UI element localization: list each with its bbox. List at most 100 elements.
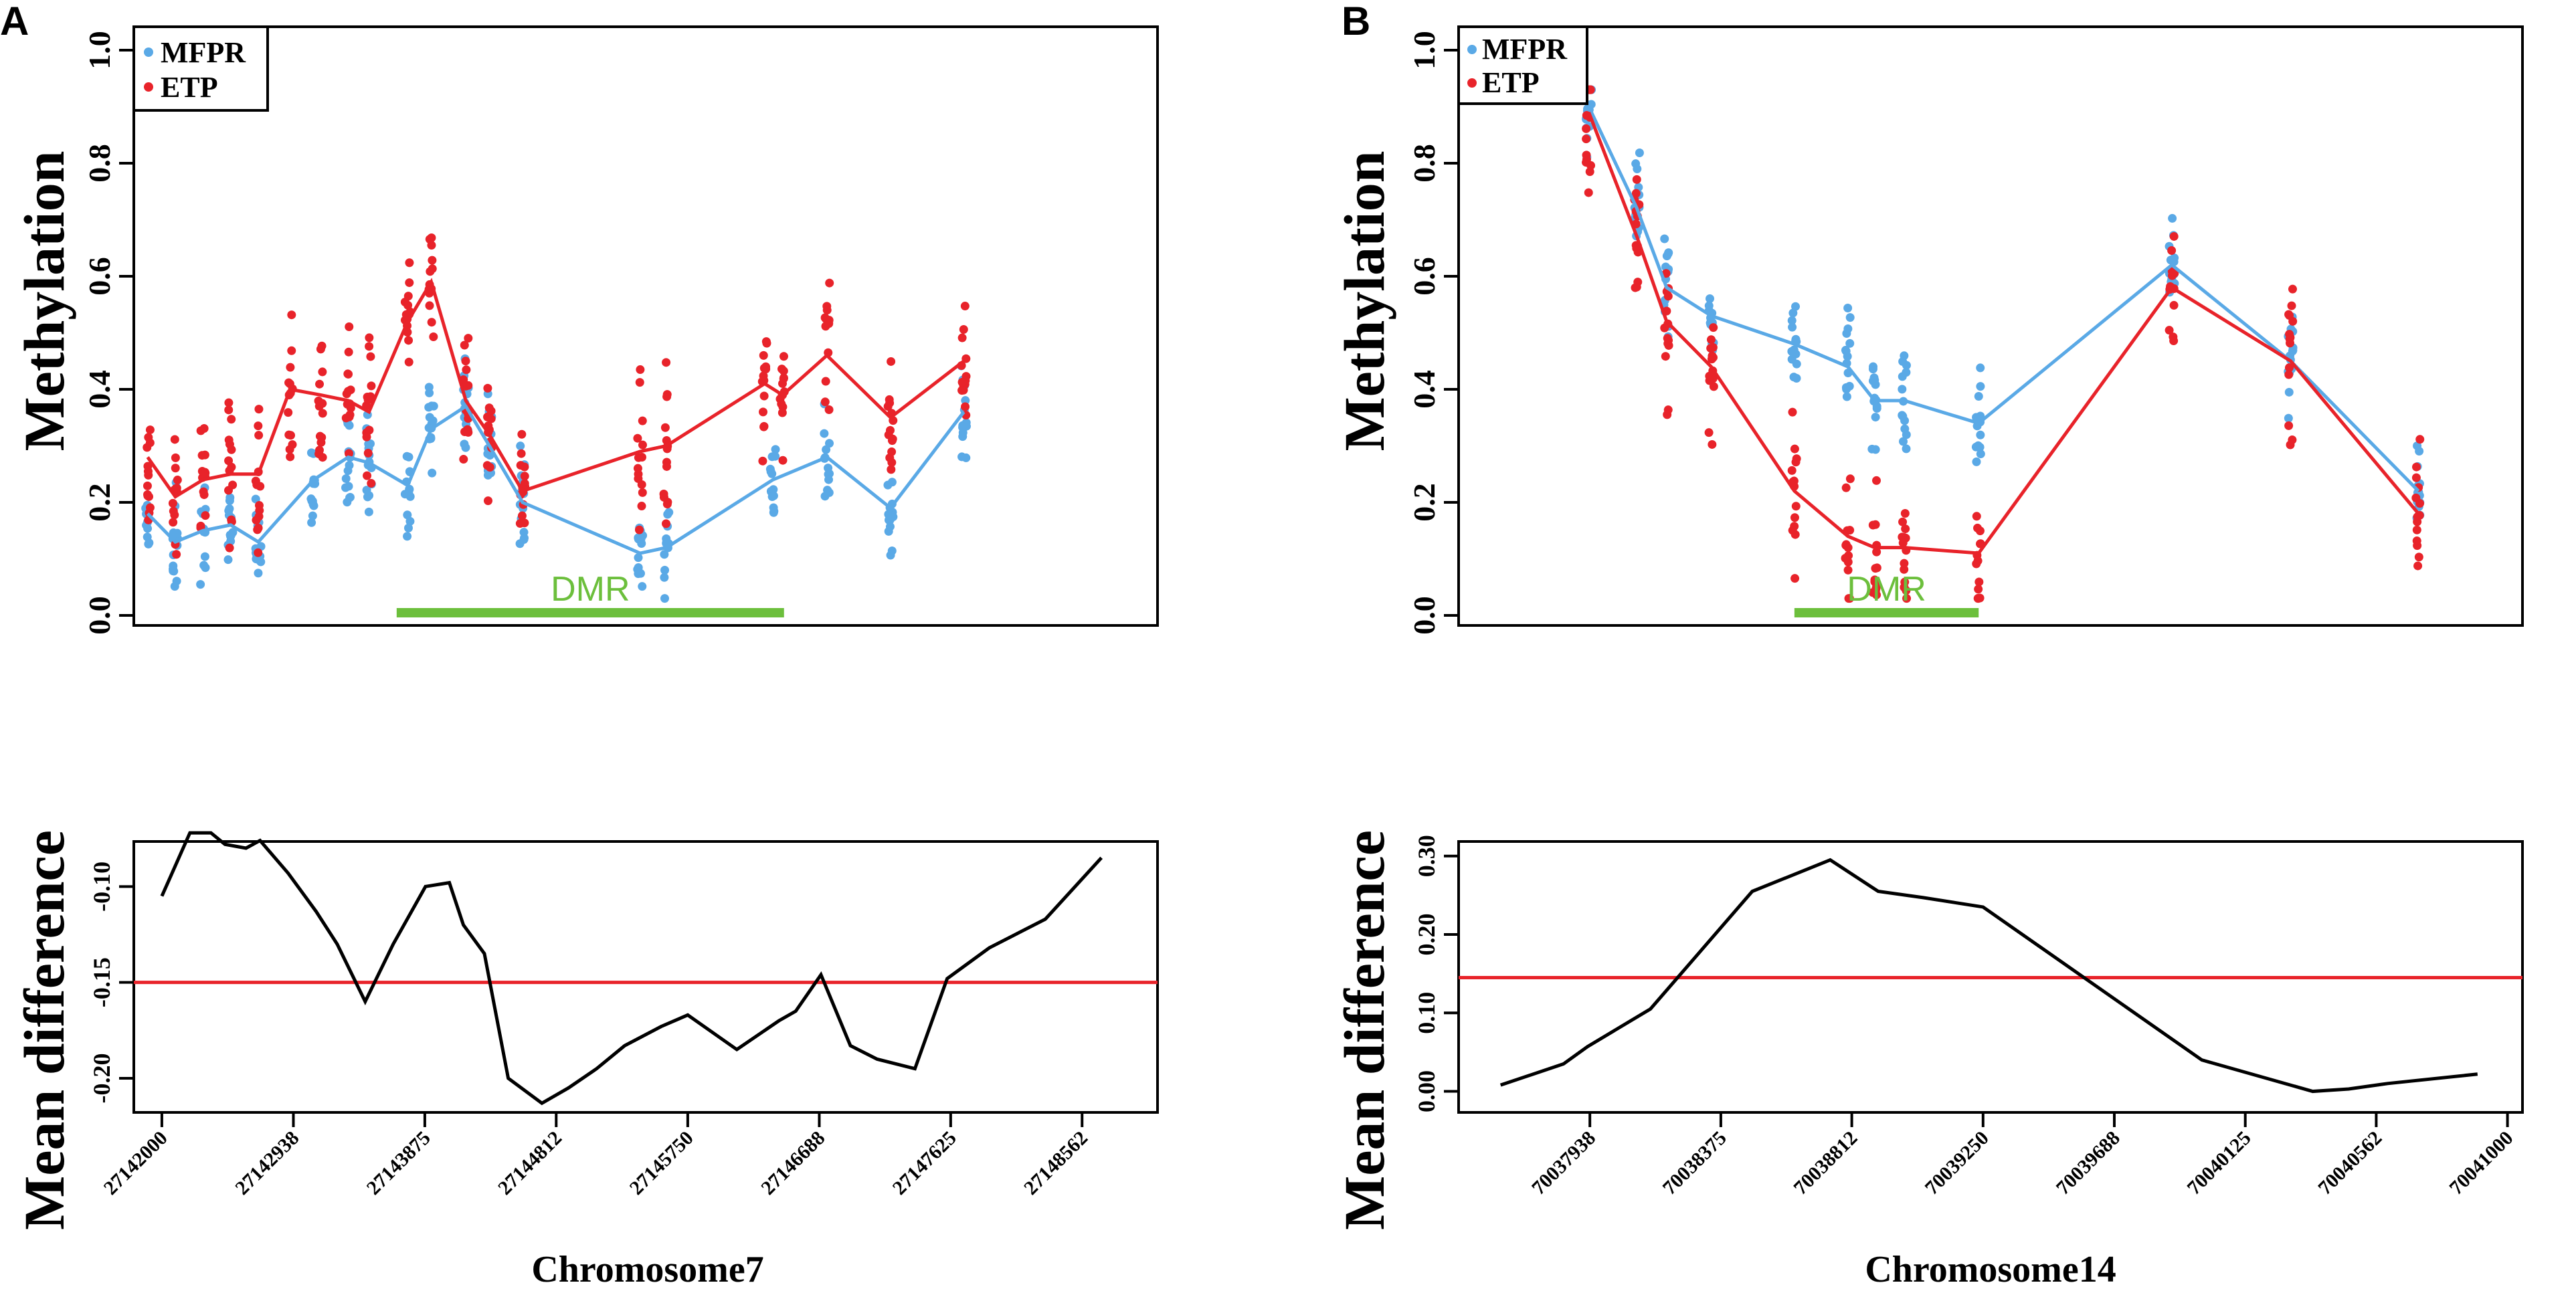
scatter-point-mfpr bbox=[364, 439, 373, 449]
scatter-point-etp bbox=[634, 525, 644, 534]
difference-xtick-label: 70038375 bbox=[1659, 1127, 1731, 1199]
panel-b-scatter-points bbox=[1582, 85, 2425, 603]
scatter-point-etp bbox=[633, 464, 642, 473]
scatter-point-etp bbox=[1584, 188, 1593, 197]
scatter-point-mfpr bbox=[767, 492, 777, 502]
scatter-point-mfpr bbox=[460, 439, 469, 449]
scatter-point-etp bbox=[1872, 590, 1881, 599]
scatter-point-mfpr bbox=[2168, 213, 2177, 223]
scatter-point-etp bbox=[887, 458, 897, 467]
scatter-point-etp bbox=[1705, 371, 1714, 381]
scatter-point-mfpr bbox=[1792, 374, 1801, 383]
scatter-point-etp bbox=[459, 455, 468, 464]
scatter-point-etp bbox=[1632, 175, 1641, 184]
scatter-point-etp bbox=[171, 453, 180, 462]
panel-b-legend-etp-label: ETP bbox=[1482, 66, 1540, 99]
scatter-point-etp bbox=[885, 395, 894, 404]
scatter-point-etp bbox=[961, 354, 971, 363]
scatter-point-etp bbox=[517, 511, 527, 520]
scatter-point-etp bbox=[637, 502, 646, 511]
scatter-point-etp bbox=[316, 437, 326, 447]
panel-a-legend-etp-label: ETP bbox=[161, 71, 218, 104]
panel-b: B 0.0 0.2 0.4 0.6 0.8 1.0 Methylation DMR MFP… bbox=[1332, 0, 2524, 1290]
scatter-point-mfpr bbox=[1974, 392, 1983, 401]
scatter-point-etp bbox=[1663, 334, 1672, 343]
difference-xtick-label: 27148562 bbox=[1020, 1127, 1092, 1199]
scatter-point-mfpr bbox=[961, 396, 970, 405]
scatter-point-mfpr bbox=[225, 496, 234, 506]
methylation-ytick-label: 0.6 bbox=[1407, 257, 1441, 296]
scatter-point-etp bbox=[2167, 267, 2177, 276]
methylation-ytick-label: 0.4 bbox=[1407, 370, 1441, 409]
scatter-point-mfpr bbox=[405, 516, 415, 526]
scatter-point-etp bbox=[824, 318, 834, 327]
panel-b-dmr-label: DMR bbox=[1847, 570, 1926, 609]
scatter-point-etp bbox=[517, 449, 526, 458]
scatter-point-etp bbox=[1633, 278, 1643, 287]
difference-xtick-label: 27145750 bbox=[626, 1127, 698, 1199]
panel-a-legend-mfpr-label: MFPR bbox=[161, 36, 246, 69]
scatter-point-etp bbox=[2411, 473, 2421, 482]
scatter-point-etp bbox=[1973, 523, 1983, 532]
scatter-point-etp bbox=[345, 322, 354, 332]
mean-line-mfpr bbox=[146, 403, 965, 555]
scatter-point-etp bbox=[1844, 594, 1853, 603]
methylation-ytick-label: 0.6 bbox=[82, 257, 116, 296]
scatter-point-etp bbox=[483, 383, 492, 393]
scatter-point-etp bbox=[1898, 538, 1908, 548]
scatter-point-etp bbox=[1790, 444, 1799, 454]
scatter-point-etp bbox=[2284, 421, 2294, 430]
panel-b-xticks: 70037938 70038375 70038812 70039250 70039688… bbox=[1528, 1112, 2518, 1199]
scatter-point-mfpr bbox=[306, 448, 316, 458]
methylation-ytick-label: 0.2 bbox=[1407, 483, 1441, 522]
scatter-point-etp bbox=[429, 332, 438, 341]
scatter-point-etp bbox=[254, 548, 263, 557]
scatter-point-mfpr bbox=[516, 441, 525, 451]
scatter-point-etp bbox=[1586, 161, 1596, 170]
scatter-point-etp bbox=[1664, 340, 1673, 350]
scatter-point-mfpr bbox=[1974, 441, 1983, 450]
scatter-point-etp bbox=[961, 402, 970, 411]
scatter-point-etp bbox=[463, 425, 472, 434]
scatter-point-etp bbox=[660, 423, 670, 432]
scatter-point-mfpr bbox=[427, 401, 436, 411]
scatter-point-mfpr bbox=[1976, 450, 1985, 459]
scatter-point-etp bbox=[171, 464, 180, 473]
scatter-point-etp bbox=[1790, 522, 1799, 531]
scatter-point-mfpr bbox=[341, 474, 351, 483]
scatter-point-etp bbox=[1706, 335, 1716, 344]
scatter-point-etp bbox=[254, 431, 264, 440]
scatter-point-mfpr bbox=[1898, 411, 1907, 420]
scatter-point-etp bbox=[1902, 594, 1912, 603]
scatter-point-etp bbox=[343, 387, 353, 396]
scatter-point-mfpr bbox=[1788, 322, 1797, 332]
scatter-point-etp bbox=[517, 429, 527, 439]
scatter-point-etp bbox=[286, 452, 295, 462]
scatter-point-etp bbox=[638, 440, 647, 450]
scatter-point-etp bbox=[777, 408, 787, 417]
difference-xtick-label: 70039688 bbox=[2052, 1127, 2124, 1199]
panel-b-xlabel: Chromosome14 bbox=[1865, 1249, 2116, 1290]
scatter-point-etp bbox=[484, 496, 493, 506]
scatter-point-etp bbox=[1791, 502, 1801, 511]
scatter-point-mfpr bbox=[1868, 376, 1877, 385]
scatter-point-mfpr bbox=[823, 486, 832, 496]
scatter-point-mfpr bbox=[1976, 363, 1985, 373]
scatter-point-etp bbox=[779, 367, 788, 376]
scatter-point-etp bbox=[1661, 269, 1671, 278]
scatter-point-etp bbox=[759, 351, 768, 360]
panel-a-methylation-frame bbox=[132, 25, 1159, 627]
scatter-point-mfpr bbox=[402, 452, 411, 461]
methylation-ytick-label: 1.0 bbox=[1407, 31, 1441, 70]
scatter-point-mfpr bbox=[1842, 328, 1851, 338]
scatter-point-etp bbox=[1706, 344, 1716, 353]
scatter-point-etp bbox=[957, 377, 967, 387]
scatter-point-mfpr bbox=[634, 534, 644, 544]
scatter-point-mfpr bbox=[2284, 387, 2294, 397]
scatter-point-etp bbox=[363, 448, 373, 458]
scatter-point-etp bbox=[1663, 410, 1672, 419]
scatter-point-etp bbox=[143, 490, 153, 499]
panel-b-legend-mfpr-label: MFPR bbox=[1482, 33, 1568, 66]
scatter-point-etp bbox=[254, 523, 263, 532]
